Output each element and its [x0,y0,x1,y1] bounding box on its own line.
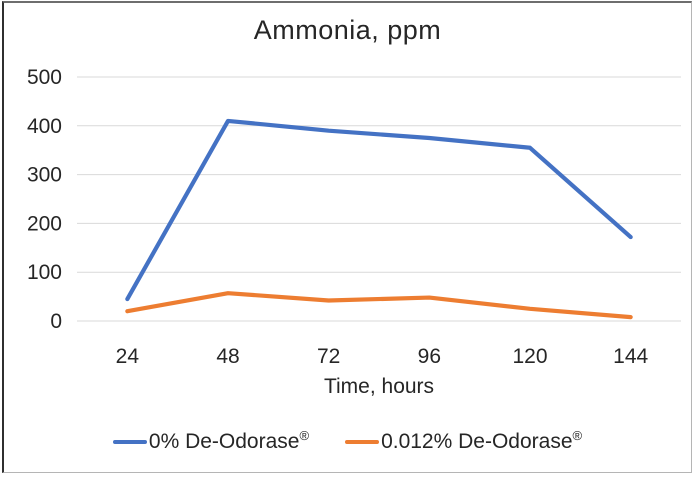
legend-text: 0% De-Odorase [148,430,300,453]
legend-item-0012-percent: 0.012% De-Odorase® [345,428,583,454]
y-axis-tick-label: 300 [27,164,62,187]
y-axis-tick-label: 0 [50,310,62,333]
registered-trademark-icon: ® [572,428,583,443]
x-axis-tick-label: 72 [317,345,340,368]
chart-title: Ammonia, ppm [253,15,442,45]
legend-line-swatch-blue [112,440,147,444]
y-axis-tick-label: 400 [27,115,62,138]
legend-item-0-percent: 0% De-Odorase® [112,428,310,454]
y-axis-tick-label: 500 [27,66,62,89]
x-axis-tick-label: 96 [418,345,441,368]
plot-area: 0 100 200 300 400 500 24 48 72 96 120 144 [27,66,681,368]
chart-frame: Ammonia, ppm 0 100 200 300 400 500 24 48 72 96 120… [2,1,692,473]
legend-text: 0.012% De-Odorase [381,430,573,453]
y-axis-tick-label: 100 [27,261,62,284]
series-line-0-de-odorase [125,118,633,302]
legend: 0% De-Odorase® 0.012% De-Odorase® [4,428,691,454]
legend-label-0012-percent: 0.012% De-Odorase® [381,428,583,454]
series-line-0-012-de-odorase [125,291,633,320]
x-axis-tick-label: 144 [613,345,648,368]
y-axis-tick-label: 200 [27,212,62,235]
x-axis-tick-label: 24 [116,345,140,368]
x-axis-tick-label: 48 [216,345,239,368]
registered-trademark-icon: ® [299,428,310,443]
legend-line-swatch-orange [345,440,380,444]
x-axis-tick-label: 120 [512,345,547,368]
x-axis-title: Time, hours [323,375,435,398]
legend-label-0-percent: 0% De-Odorase® [148,428,310,454]
